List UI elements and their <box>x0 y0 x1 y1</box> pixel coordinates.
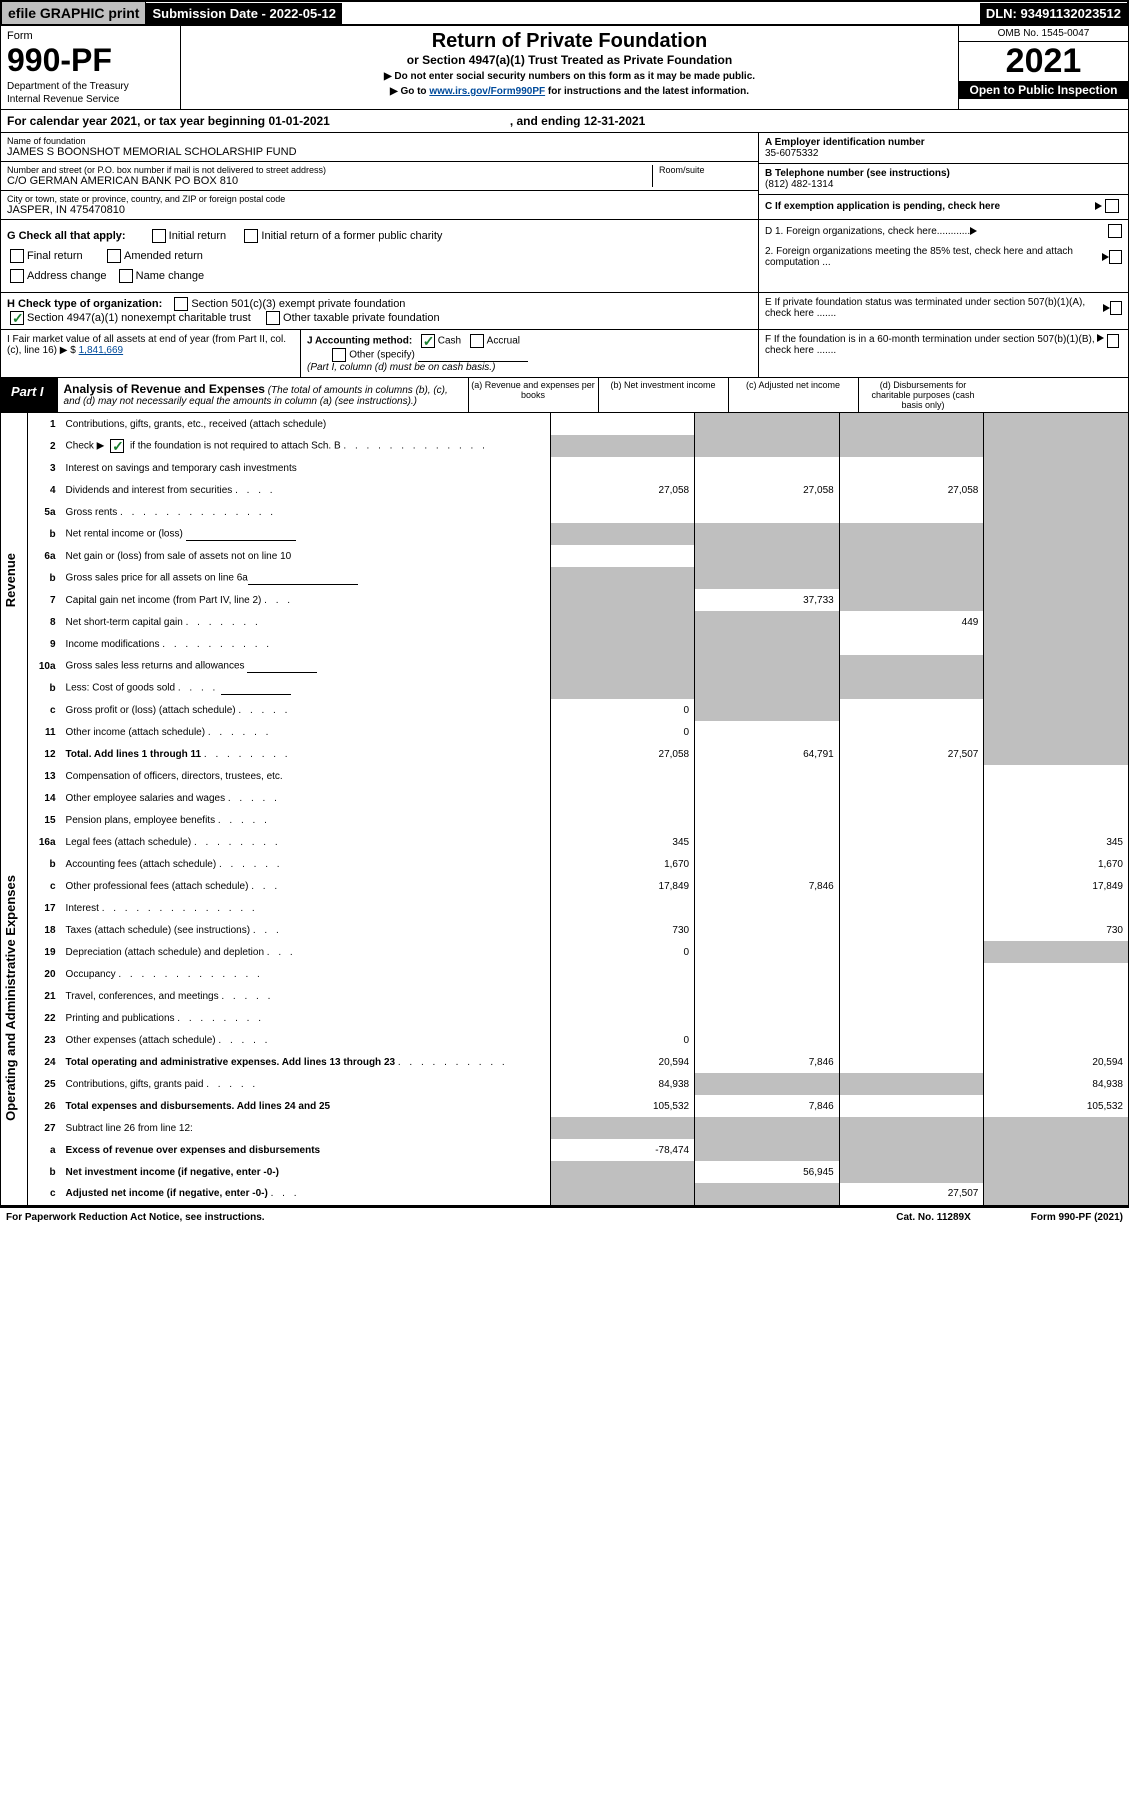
exemption-pending-label: C If exemption application is pending, c… <box>765 201 1000 212</box>
address-label: Number and street (or P.O. box number if… <box>7 165 652 175</box>
cogs-input[interactable] <box>221 681 291 695</box>
page-footer: For Paperwork Reduction Act Notice, see … <box>0 1206 1129 1227</box>
g-label: G Check all that apply: <box>7 230 126 242</box>
initial-return-checkbox[interactable] <box>152 229 166 243</box>
col-b-header: (b) Net investment income <box>598 378 728 412</box>
other-method-input[interactable] <box>418 348 528 362</box>
tax-year: 2021 <box>959 42 1128 81</box>
other-method-checkbox[interactable] <box>332 348 346 362</box>
name-label: Name of foundation <box>7 136 752 146</box>
part1-header: Part I Analysis of Revenue and Expenses … <box>0 378 1129 413</box>
final-return-checkbox[interactable] <box>10 249 24 263</box>
city-label: City or town, state or province, country… <box>7 194 752 204</box>
expenses-side-label: Operating and Administrative Expenses <box>3 875 18 1121</box>
calendar-year-row: For calendar year 2021, or tax year begi… <box>0 110 1129 133</box>
fmv-value[interactable]: 1,841,669 <box>79 345 124 356</box>
top-bar: efile GRAPHIC print Submission Date - 20… <box>0 0 1129 26</box>
identity-block: Name of foundation JAMES S BOONSHOT MEMO… <box>0 133 1129 220</box>
col-a-header: (a) Revenue and expenses per books <box>468 378 598 412</box>
gross-sales-input[interactable] <box>248 571 358 585</box>
501c3-checkbox[interactable] <box>174 297 188 311</box>
city-state-zip: JASPER, IN 475470810 <box>7 204 752 216</box>
d1-checkbox[interactable] <box>1108 224 1122 238</box>
other-taxable-checkbox[interactable] <box>266 311 280 325</box>
d2-label: 2. Foreign organizations meeting the 85%… <box>765 246 1102 268</box>
inst-ssn: ▶ Do not enter social security numbers o… <box>191 71 948 82</box>
fmv-label: I Fair market value of all assets at end… <box>7 334 286 356</box>
phone-label: B Telephone number (see instructions) <box>765 168 1122 179</box>
section-i-j: I Fair market value of all assets at end… <box>0 330 1129 378</box>
inst-link: ▶ Go to www.irs.gov/Form990PF for instru… <box>191 86 948 97</box>
open-public: Open to Public Inspection <box>959 81 1128 99</box>
arrow-icon <box>1102 253 1109 261</box>
d1-label: D 1. Foreign organizations, check here..… <box>765 226 970 237</box>
submission-date: Submission Date - 2022-05-12 <box>146 3 342 24</box>
dln: DLN: 93491132023512 <box>980 3 1127 24</box>
initial-former-checkbox[interactable] <box>244 229 258 243</box>
room-label: Room/suite <box>659 165 752 175</box>
name-change-checkbox[interactable] <box>119 269 133 283</box>
part1-table: Revenue 1Contributions, gifts, grants, e… <box>0 413 1129 1206</box>
ein: 35-6075332 <box>765 148 1122 159</box>
irs-link[interactable]: www.irs.gov/Form990PF <box>429 86 545 97</box>
phone: (812) 482-1314 <box>765 179 1122 190</box>
form-word: Form <box>7 30 174 42</box>
exemption-pending-checkbox[interactable] <box>1105 199 1119 213</box>
part1-label: Part I <box>1 378 58 412</box>
col-c-header: (c) Adjusted net income <box>728 378 858 412</box>
irs: Internal Revenue Service <box>7 94 174 105</box>
gross-sales-less-input[interactable] <box>247 659 317 673</box>
efile-print-button[interactable]: efile GRAPHIC print <box>2 2 146 24</box>
sch-b-checkbox[interactable] <box>110 439 124 453</box>
cat-number: Cat. No. 11289X <box>896 1212 970 1223</box>
j-label: J Accounting method: <box>307 336 412 347</box>
dept-treasury: Department of the Treasury <box>7 81 174 92</box>
paperwork-notice: For Paperwork Reduction Act Notice, see … <box>6 1212 265 1223</box>
form-title: Return of Private Foundation <box>191 30 948 53</box>
foundation-name: JAMES S BOONSHOT MEMORIAL SCHOLARSHIP FU… <box>7 146 752 158</box>
address: C/O GERMAN AMERICAN BANK PO BOX 810 <box>7 175 652 187</box>
cash-checkbox[interactable] <box>421 334 435 348</box>
address-change-checkbox[interactable] <box>10 269 24 283</box>
h-label: H Check type of organization: <box>7 298 162 310</box>
f-label: F If the foundation is in a 60-month ter… <box>765 334 1097 373</box>
part1-title: Analysis of Revenue and Expenses <box>64 382 265 396</box>
omb-number: OMB No. 1545-0047 <box>959 26 1128 42</box>
form-ref: Form 990-PF (2021) <box>1031 1212 1123 1223</box>
amended-return-checkbox[interactable] <box>107 249 121 263</box>
form-subtitle: or Section 4947(a)(1) Trust Treated as P… <box>191 53 948 67</box>
e-checkbox[interactable] <box>1110 301 1122 315</box>
col-d-header: (d) Disbursements for charitable purpose… <box>858 378 988 412</box>
cash-basis-note: (Part I, column (d) must be on cash basi… <box>307 362 495 373</box>
arrow-icon <box>1103 304 1110 312</box>
revenue-side-label: Revenue <box>3 553 18 607</box>
4947a1-checkbox[interactable] <box>10 311 24 325</box>
ein-label: A Employer identification number <box>765 137 1122 148</box>
form-number: 990-PF <box>7 42 174 79</box>
net-rental-input[interactable] <box>186 527 296 541</box>
d2-checkbox[interactable] <box>1109 250 1122 264</box>
e-label: E If private foundation status was termi… <box>765 297 1103 319</box>
accrual-checkbox[interactable] <box>470 334 484 348</box>
arrow-icon <box>1095 202 1102 210</box>
section-g-d: G Check all that apply: Initial return I… <box>0 220 1129 293</box>
arrow-icon <box>1097 334 1104 342</box>
f-checkbox[interactable] <box>1107 334 1119 348</box>
section-h: H Check type of organization: Section 50… <box>0 293 1129 330</box>
form-header: Form 990-PF Department of the Treasury I… <box>0 26 1129 110</box>
arrow-icon <box>970 227 977 235</box>
